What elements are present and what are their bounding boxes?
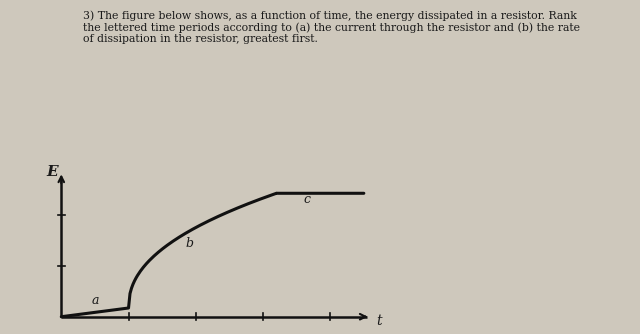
Text: 3) The figure below shows, as a function of time, the energy dissipated in a res: 3) The figure below shows, as a function… — [83, 10, 580, 44]
Text: E: E — [47, 165, 58, 178]
Text: a: a — [92, 294, 99, 307]
Text: t: t — [376, 314, 381, 328]
Text: c: c — [303, 193, 310, 206]
Text: b: b — [186, 237, 194, 250]
